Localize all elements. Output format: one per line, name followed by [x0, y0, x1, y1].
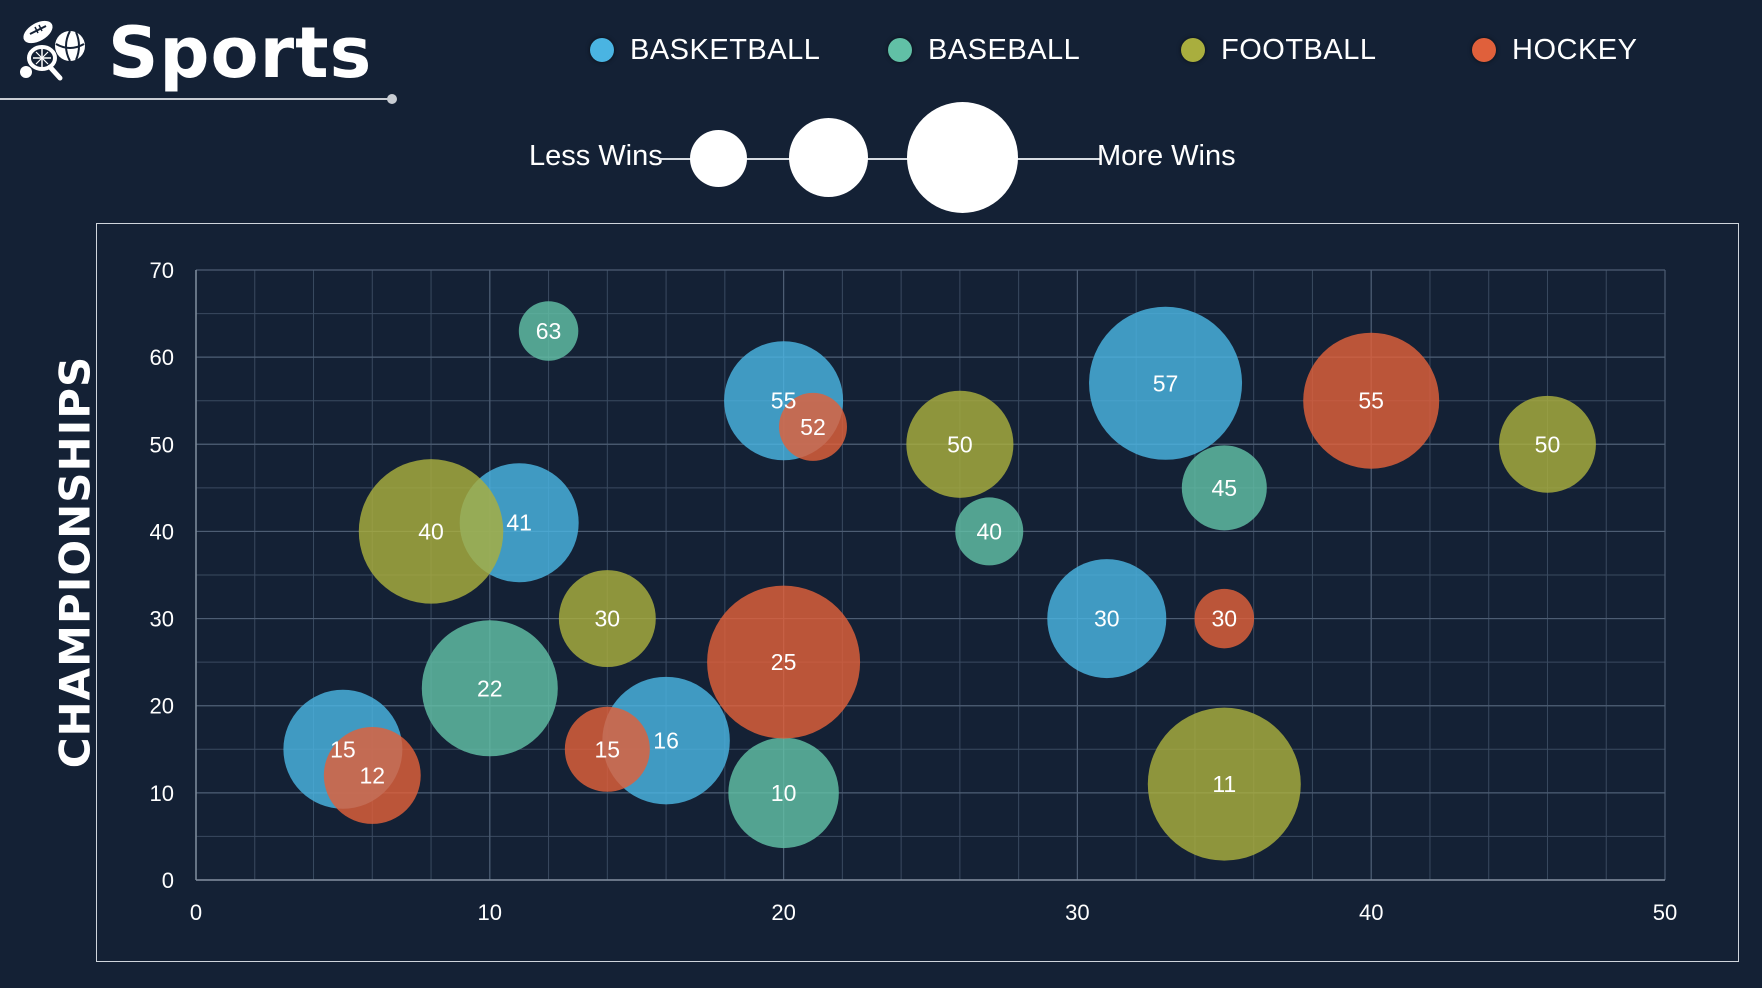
size-legend-bubble-large	[907, 102, 1018, 213]
bubble-hockey	[564, 706, 650, 792]
bubble-football	[906, 390, 1014, 498]
bubble-football	[1499, 395, 1596, 493]
bubble-label-hockey: 55	[1358, 388, 1384, 414]
bubble-label-hockey: 12	[359, 762, 385, 788]
y-tick-label: 70	[150, 258, 174, 283]
legend-label-basketball: BASKETBALL	[630, 33, 821, 66]
bubble-football	[1147, 707, 1301, 861]
page-title: Sports	[108, 12, 373, 94]
bubble-label-basketball: 57	[1153, 370, 1179, 396]
bubble-label-football: 40	[418, 518, 444, 544]
title-underline-dot	[387, 94, 397, 104]
legend-label-hockey: HOCKEY	[1512, 33, 1638, 66]
legend-item-hockey: HOCKEY	[1472, 28, 1637, 72]
legend-item-basketball: BASKETBALL	[590, 28, 820, 72]
bubble-baseball	[728, 737, 839, 849]
bubble-label-hockey: 30	[1212, 606, 1238, 632]
x-tick-label: 10	[478, 900, 502, 925]
size-legend-bubble-medium	[789, 118, 868, 197]
bubble-label-basketball: 16	[653, 728, 679, 754]
size-legend-line	[660, 158, 1100, 160]
header: Sports	[0, 0, 1762, 220]
bubble-baseball	[421, 620, 558, 757]
bubble-label-baseball: 22	[477, 675, 503, 701]
y-tick-label: 20	[150, 694, 174, 719]
x-tick-label: 40	[1359, 900, 1383, 925]
bubble-baseball	[1181, 445, 1267, 531]
chart-legend: BASKETBALL BASEBALL FOOTBALL HOCKEY	[0, 28, 1762, 72]
size-legend-less-label: Less Wins	[529, 140, 663, 172]
size-legend-bubble-small	[690, 130, 747, 187]
bubble-football	[558, 570, 656, 668]
bubble-label-basketball: 30	[1094, 606, 1120, 632]
bubble-size-legend: Less Wins More Wins	[0, 100, 1762, 215]
y-tick-label: 0	[162, 868, 174, 893]
bubble-hockey	[1194, 588, 1255, 649]
bubble-label-hockey: 15	[595, 736, 621, 762]
legend-swatch-hockey	[1472, 38, 1496, 62]
legend-label-baseball: BASEBALL	[928, 33, 1081, 66]
bubble-label-basketball: 41	[506, 510, 532, 536]
bubble-label-basketball: 15	[330, 736, 356, 762]
x-tick-label: 50	[1653, 900, 1677, 925]
bubble-hockey	[707, 585, 861, 739]
legend-label-football: FOOTBALL	[1221, 33, 1377, 66]
bubble-labels: 1541165530576322104045403050115012155225…	[330, 318, 1560, 806]
legend-swatch-football	[1181, 38, 1205, 62]
bubble-football	[358, 459, 504, 604]
bubble-label-baseball: 63	[536, 318, 562, 344]
x-tick-label: 0	[190, 900, 202, 925]
y-tick-label: 30	[150, 607, 174, 632]
bubble-label-football: 11	[1212, 771, 1236, 797]
sports-balls-icon	[20, 20, 85, 81]
bubble-label-hockey: 25	[771, 649, 797, 675]
bubble-baseball	[955, 497, 1024, 566]
bubble-basketball	[1047, 559, 1167, 679]
legend-swatch-baseball	[888, 38, 912, 62]
title-underline	[0, 98, 394, 100]
y-tick-label: 50	[150, 432, 174, 457]
legend-swatch-basketball	[590, 38, 614, 62]
y-tick-label: 40	[150, 519, 174, 544]
bubbles	[283, 301, 1596, 861]
legend-item-baseball: BASEBALL	[888, 28, 1080, 72]
bubble-baseball	[518, 301, 579, 361]
bubble-label-baseball: 45	[1212, 475, 1238, 501]
x-tick-label: 30	[1065, 900, 1089, 925]
bubble-label-hockey: 52	[800, 414, 826, 440]
bubble-label-football: 50	[1535, 431, 1561, 457]
bubble-basketball	[1089, 306, 1243, 460]
y-tick-label: 10	[150, 781, 174, 806]
bubble-hockey	[323, 726, 421, 824]
chart-frame	[96, 223, 1739, 962]
bubble-hockey	[1303, 332, 1440, 469]
bubble-label-baseball: 10	[771, 780, 797, 806]
bubble-label-basketball: 55	[771, 388, 797, 414]
bubble-hockey	[778, 392, 847, 461]
size-legend-more-label: More Wins	[1097, 140, 1236, 172]
bubble-label-baseball: 40	[976, 518, 1002, 544]
legend-item-football: FOOTBALL	[1181, 28, 1377, 72]
bubble-label-football: 30	[595, 606, 621, 632]
bubble-label-football: 50	[947, 431, 973, 457]
x-tick-label: 20	[771, 900, 795, 925]
y-tick-label: 60	[150, 345, 174, 370]
